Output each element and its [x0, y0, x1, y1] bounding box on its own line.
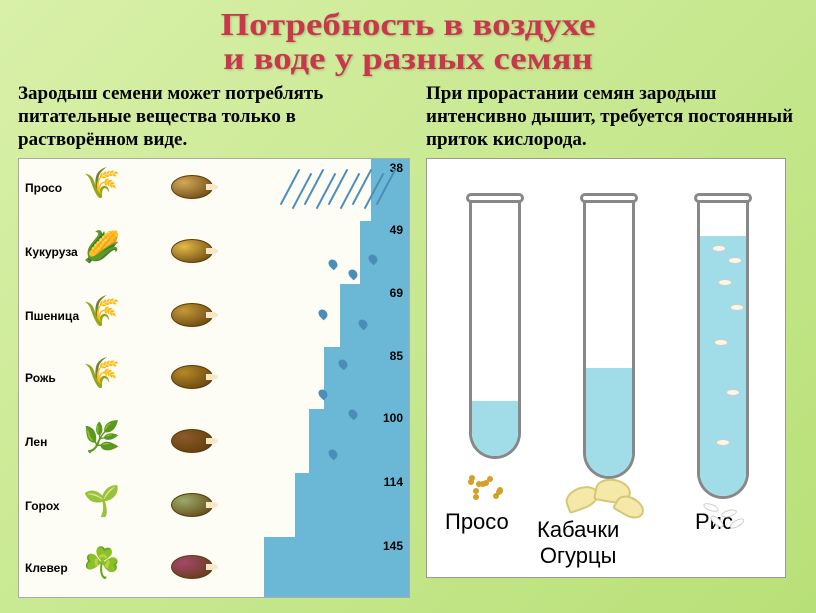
- plant-icon: 🌱: [83, 487, 120, 517]
- plant-icon: 🌿: [83, 423, 120, 453]
- tube-label: Просо: [445, 509, 509, 535]
- seed-icon: [171, 429, 213, 453]
- title-line-2: и воде у разных семян: [0, 42, 816, 76]
- seed-icon: [171, 555, 213, 579]
- seed-icon: [171, 239, 213, 263]
- seed-label: Рожь: [25, 371, 56, 385]
- water-needs-chart: Просо 🌾 Кукуруза 🌽 Пшеница 🌾 Рожь 🌾 Лен 🌿 Горох 🌱 Кл…: [18, 158, 410, 598]
- test-tube: [583, 199, 635, 479]
- tube-label: Кабачки Огурцы: [537, 517, 619, 569]
- left-paragraph: Зародыш семени может потреблять питатель…: [18, 83, 410, 151]
- seed-icon: [171, 175, 213, 199]
- water-bar-value: 100: [383, 411, 403, 425]
- squash-seeds-icon: [565, 479, 655, 519]
- seed-label: Лен: [25, 435, 47, 449]
- seed-label: Горох: [25, 499, 60, 513]
- water-level: [472, 401, 518, 456]
- seed-icon: [171, 493, 213, 517]
- title-line-1: Потребность в воздухе: [0, 8, 816, 42]
- test-tube: [469, 199, 521, 459]
- seed-label: Кукуруза: [25, 245, 78, 259]
- plant-icon: 🌾: [83, 169, 120, 199]
- plant-icon: 🌽: [83, 233, 120, 263]
- water-bar-value: 85: [390, 349, 403, 363]
- seed-icon: [171, 303, 213, 327]
- rice-seeds-icon: [703, 504, 753, 528]
- water-level: [700, 236, 746, 496]
- water-bar-value: 69: [390, 286, 403, 300]
- water-bar-value: 145: [383, 539, 403, 553]
- seed-label: Просо: [25, 181, 62, 195]
- plant-icon: ☘️: [83, 549, 120, 579]
- water-bar-value: 114: [384, 475, 403, 489]
- plant-icon: 🌾: [83, 297, 120, 327]
- seed-label: Клевер: [25, 561, 68, 575]
- seed-label: Пшеница: [25, 309, 79, 323]
- test-tube: [697, 199, 749, 499]
- seed-icon: [171, 365, 213, 389]
- plant-icon: 🌾: [83, 359, 120, 389]
- water-level: [586, 368, 632, 476]
- right-paragraph: При прорастании семян зародыш интенсивно…: [426, 83, 798, 151]
- millet-seeds-icon: [467, 474, 513, 504]
- tubes-illustration: ПросоКабачки ОгурцыРис: [426, 158, 786, 578]
- rain-icon: [289, 167, 399, 247]
